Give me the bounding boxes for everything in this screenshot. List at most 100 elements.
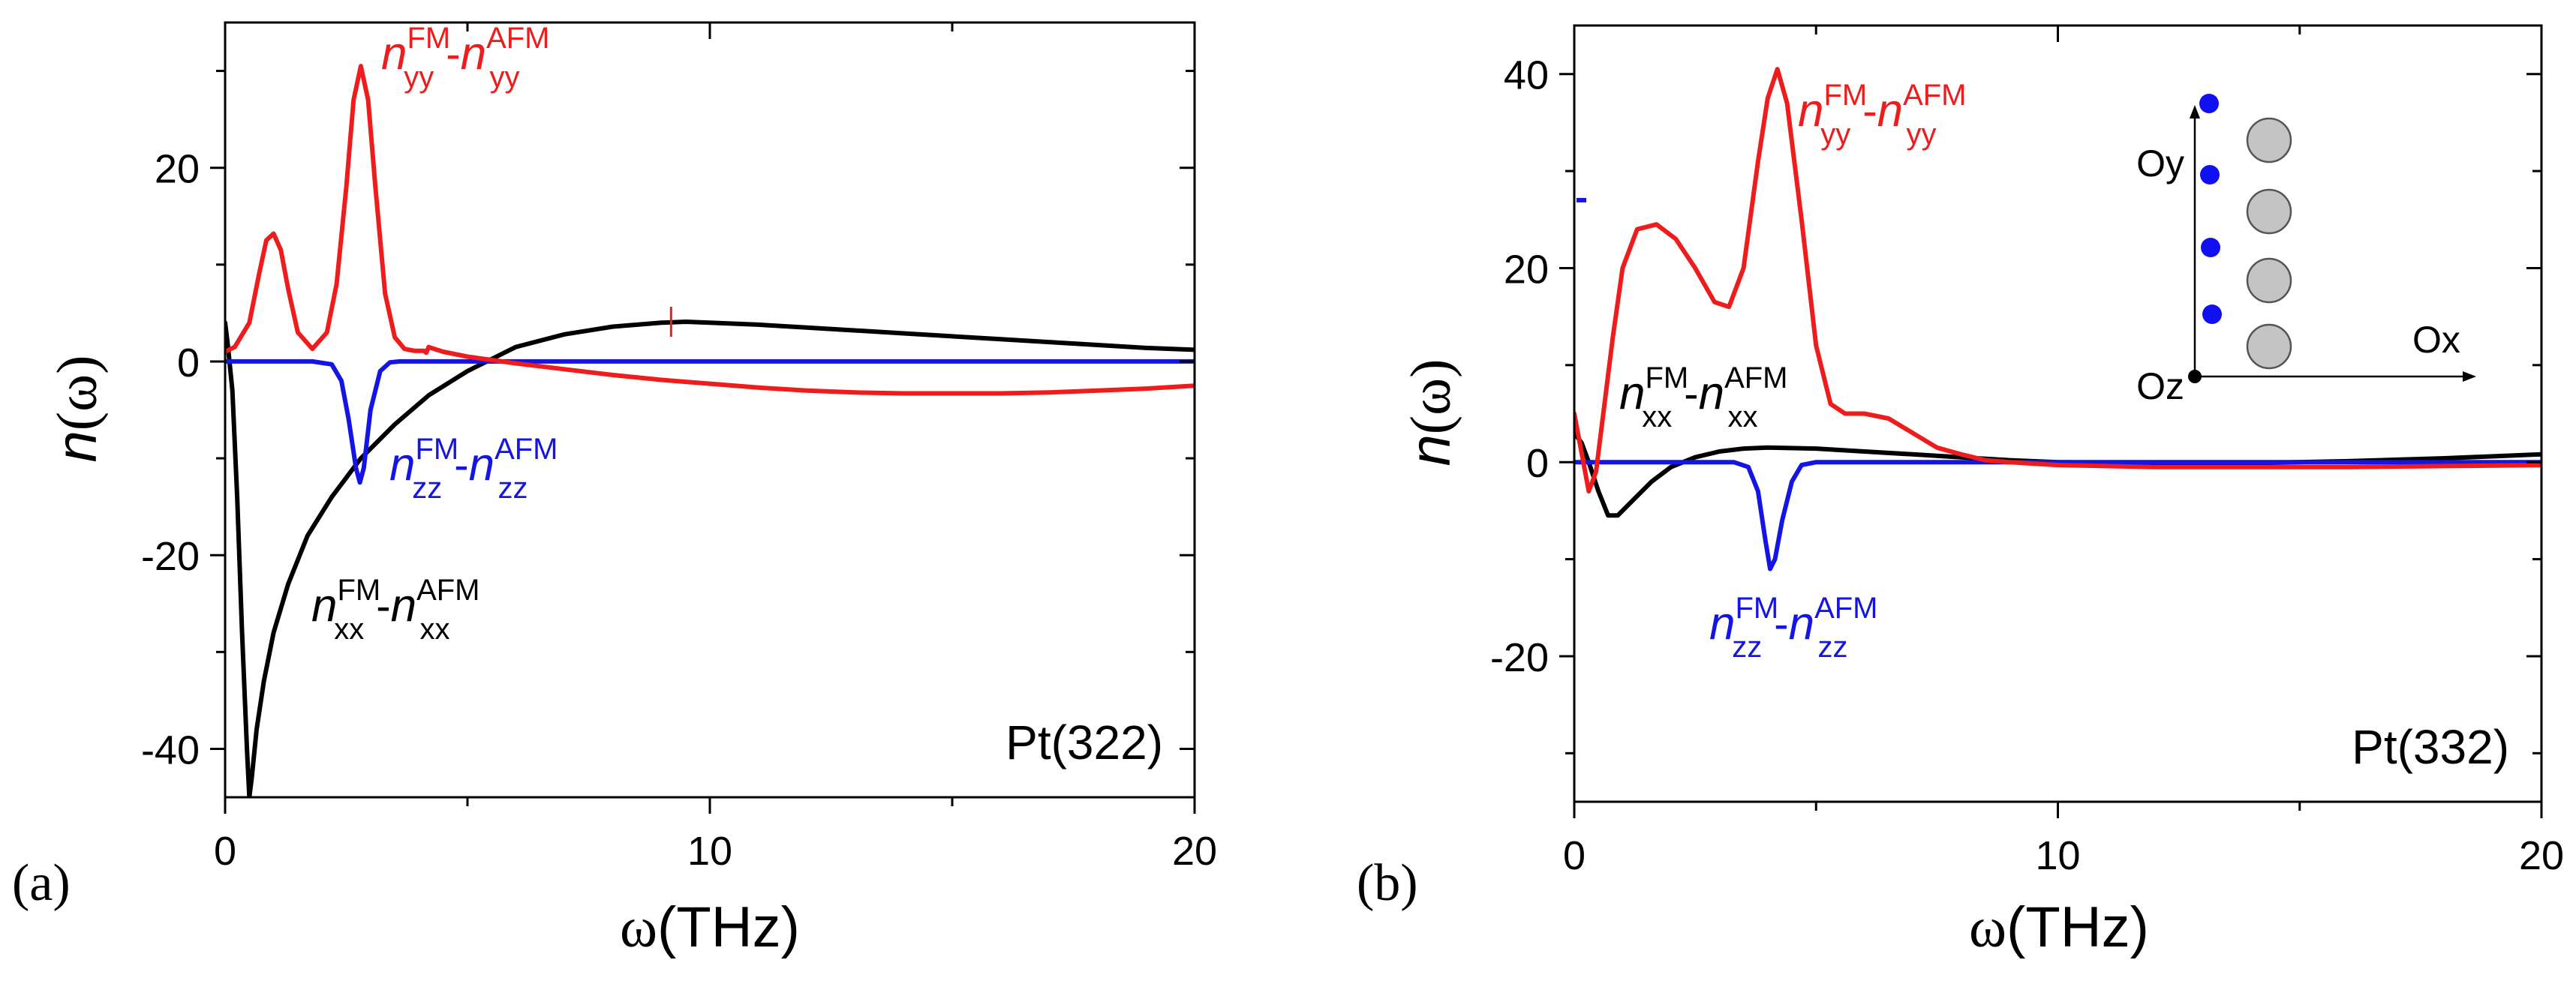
curve-label-zz: nFM zz -nAFM zz — [389, 433, 558, 505]
label-sub: zz — [1732, 631, 1762, 664]
x-tick-label: 20 — [1172, 829, 1217, 874]
series-line-zz — [225, 358, 1195, 485]
x-label-symbol: ω — [1969, 896, 2006, 959]
curve-label-zz: nFM zz -nAFM zz — [1709, 592, 1878, 664]
label-sub: yy — [404, 61, 434, 94]
label-sup: FM — [337, 574, 380, 607]
label-sub2: xx — [420, 613, 450, 646]
series-line-zz — [1574, 460, 2541, 572]
inset-adatom — [2202, 304, 2222, 324]
label-sup: FM — [1645, 362, 1688, 394]
label-n: n — [1798, 85, 1823, 136]
inset-adatom — [2199, 94, 2219, 113]
x-tick-label: 0 — [214, 829, 236, 874]
y-label-symbol: n — [1399, 434, 1462, 466]
structure-inset: Oy Ox Oz — [2136, 94, 2476, 407]
inset-substrate-atom — [2246, 257, 2292, 304]
label-sub: xx — [1642, 400, 1672, 434]
inset-y-arrow — [2190, 105, 2200, 118]
inset-substrate-atom — [2246, 323, 2292, 370]
label-sub2: zz — [1818, 631, 1848, 664]
y-axis-label: n(ω) — [1399, 359, 1462, 466]
label-sup2: AFM — [494, 433, 558, 466]
label-n: n — [1709, 598, 1735, 650]
y-tick-label: 0 — [177, 340, 200, 386]
x-tick-label: 0 — [1563, 833, 1586, 878]
series-line-xx — [225, 320, 1195, 797]
inset-origin-label: Oz — [2136, 365, 2184, 407]
x-label-unit: (THz) — [2006, 896, 2149, 959]
label-sup: FM — [1823, 79, 1867, 112]
label-n2: n — [461, 28, 486, 80]
label-sub2: yy — [490, 61, 520, 94]
label-sep: - — [1684, 370, 1698, 418]
label-n: n — [1619, 368, 1645, 419]
label-sup2: AFM — [1724, 362, 1787, 394]
curve-label-yy: nFM yy -nAFM yy — [1798, 79, 1967, 151]
label-sep: - — [376, 582, 390, 631]
x-label-unit: (THz) — [657, 896, 800, 959]
label-sub2: yy — [1907, 118, 1937, 151]
curve-label-yy: nFM yy -nAFM yy — [381, 22, 550, 94]
curve-label-xx: nFM xx -nAFM xx — [1619, 362, 1788, 434]
label-sep: - — [454, 441, 468, 490]
label-sep: - — [1862, 87, 1877, 136]
inset-y-label: Oy — [2136, 142, 2184, 184]
label-sub2: zz — [498, 472, 528, 505]
inset-x-arrow — [2463, 371, 2476, 382]
label-sup2: AFM — [416, 574, 479, 607]
inset-adatom — [2200, 165, 2220, 184]
x-label-symbol: ω — [620, 896, 657, 959]
sample-label: Pt(322) — [1005, 716, 1163, 770]
label-n: n — [389, 439, 415, 490]
y-label-arg: (ω) — [1399, 359, 1462, 435]
panel-label: (b) — [1357, 854, 1418, 912]
series-line-yy — [1574, 67, 2541, 494]
label-n: n — [381, 28, 407, 80]
label-n2: n — [469, 439, 494, 490]
label-sup: FM — [1735, 592, 1778, 625]
inset-adatom — [2201, 238, 2220, 257]
label-n2: n — [1699, 368, 1724, 419]
y-tick-label: 40 — [1504, 53, 1549, 98]
inset-x-label: Ox — [2412, 319, 2460, 361]
x-axis-label: ω(THz) — [1969, 896, 2149, 959]
label-sep: - — [446, 30, 460, 79]
label-n2: n — [391, 580, 416, 632]
y-tick-label: -20 — [141, 534, 200, 579]
x-tick-label: 10 — [2035, 833, 2080, 878]
series-line-yy — [225, 64, 1195, 396]
label-sup2: AFM — [1903, 79, 1966, 112]
panel-label: (a) — [12, 854, 71, 912]
label-sup: FM — [415, 433, 458, 466]
label-n2: n — [1877, 85, 1903, 136]
label-sup2: AFM — [1814, 592, 1877, 625]
y-label-symbol: n — [45, 430, 109, 462]
label-sep: - — [1774, 600, 1788, 649]
x-tick-label: 10 — [687, 829, 732, 874]
label-sup2: AFM — [486, 22, 549, 55]
series-line-xx — [1574, 430, 2541, 518]
x-axis-label: ω(THz) — [620, 896, 800, 959]
label-sub: xx — [334, 613, 364, 646]
inset-origin-dot — [2188, 370, 2202, 383]
curve-label-xx: nFM xx -nAFM xx — [311, 574, 480, 646]
label-sub: yy — [1820, 118, 1850, 151]
label-n: n — [311, 580, 337, 632]
y-tick-label: 20 — [1504, 247, 1549, 292]
label-sub2: xx — [1728, 400, 1758, 434]
label-n2: n — [1789, 598, 1814, 650]
y-label-arg: (ω) — [46, 356, 109, 431]
y-tick-label: -40 — [141, 728, 200, 772]
x-tick-label: 20 — [2519, 833, 2564, 878]
label-sup: FM — [407, 22, 450, 55]
y-tick-label: 0 — [1526, 441, 1549, 486]
y-tick-label: 20 — [155, 147, 200, 192]
inset-substrate-atom — [2246, 117, 2292, 164]
y-tick-label: -20 — [1490, 635, 1549, 680]
inset-substrate-atom — [2246, 188, 2292, 235]
sample-label: Pt(332) — [2352, 720, 2509, 774]
